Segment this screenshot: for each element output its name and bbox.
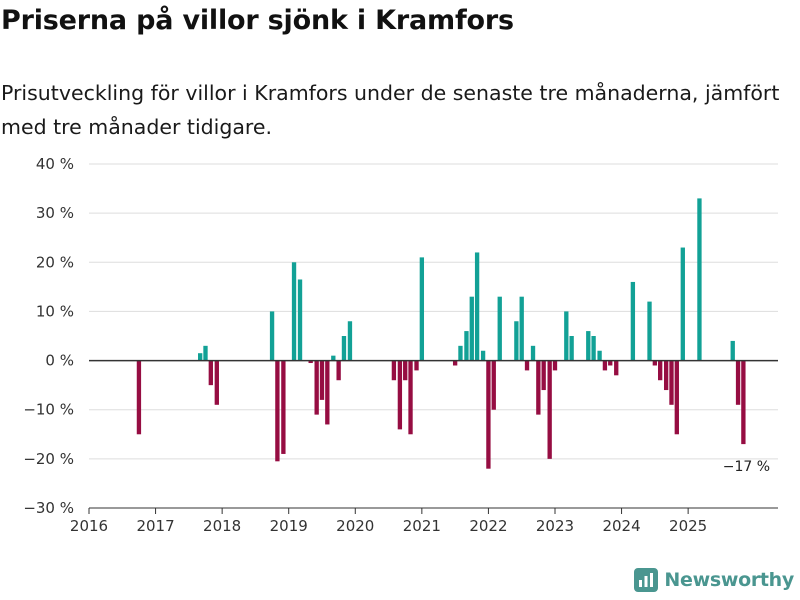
bar [480, 350, 486, 361]
bar [597, 350, 602, 361]
bar [198, 353, 203, 361]
x-tick-label: 2018 [203, 517, 241, 535]
x-tick-label: 2025 [669, 517, 707, 535]
y-axis-tick-labels: −30 % −20 % −10 % 0 % 10 % 20 % 30 % 40 % [23, 155, 74, 517]
bar [419, 257, 425, 361]
x-tick-label: 2016 [70, 517, 108, 535]
bar [669, 360, 674, 405]
newsworthy-brand: Newsworthy [634, 568, 794, 592]
bar [541, 360, 546, 391]
bar [524, 360, 530, 371]
bar [308, 360, 313, 364]
bar [663, 360, 669, 391]
bar [569, 336, 574, 361]
bar [469, 296, 474, 361]
x-tick-label: 2022 [469, 517, 507, 535]
bar [564, 311, 569, 361]
y-tick-label: 0 % [45, 352, 74, 370]
y-tick-label: −30 % [23, 499, 74, 517]
x-axis [88, 359, 778, 514]
bar [397, 360, 403, 430]
bar [408, 360, 413, 435]
bar [591, 336, 596, 361]
bar [674, 360, 679, 435]
bar [658, 360, 663, 381]
bar [680, 247, 685, 361]
bar [536, 360, 541, 415]
x-tick-label: 2023 [536, 517, 574, 535]
bar [552, 360, 558, 371]
bar [325, 360, 330, 425]
bar [497, 296, 502, 361]
bar [491, 360, 496, 410]
newsworthy-logo-icon [634, 568, 659, 592]
bar [652, 360, 658, 366]
bar [319, 360, 325, 400]
bar [347, 321, 353, 361]
bar [136, 360, 142, 435]
y-tick-label: 30 % [36, 204, 74, 222]
y-tick-label: 40 % [36, 155, 74, 173]
bar [214, 360, 219, 405]
bar [735, 360, 741, 405]
x-tick-label: 2017 [136, 517, 174, 535]
bar [269, 311, 275, 361]
chart-subtitle: Prisutveckling för villor i Kramfors und… [1, 81, 780, 139]
bar [647, 301, 652, 361]
bar [336, 360, 341, 381]
bar [602, 360, 608, 371]
bar [291, 262, 297, 361]
bar [630, 281, 636, 361]
x-axis-tick-labels: 2016 2017 2018 2019 2020 2021 2022 2023 2024 2025 [70, 517, 707, 535]
bar [414, 360, 419, 371]
bar [519, 296, 524, 361]
bar [697, 198, 702, 361]
x-tick-label: 2020 [336, 517, 374, 535]
bar [275, 360, 280, 462]
bar [464, 331, 469, 361]
bars [136, 198, 746, 469]
bar [608, 360, 613, 366]
y-tick-label: −10 % [23, 401, 74, 419]
bar [741, 360, 746, 445]
annotations: −17 % [723, 459, 770, 475]
bar [452, 360, 458, 366]
x-tick-label: 2021 [403, 517, 441, 535]
bar [474, 252, 480, 361]
bar [486, 360, 491, 469]
x-tick-label: 2024 [602, 517, 640, 535]
chart-title: Priserna på villor sjönk i Kramfors [1, 5, 514, 36]
bar [208, 360, 213, 386]
y-tick-label: −20 % [23, 450, 74, 468]
latest-value-label: −17 % [723, 459, 770, 475]
bar [203, 345, 208, 361]
bar [297, 279, 303, 361]
gridlines [89, 163, 778, 509]
y-tick-label: 10 % [36, 302, 74, 320]
bar [586, 331, 591, 361]
x-tick-label: 2019 [270, 517, 308, 535]
brand-name: Newsworthy [664, 569, 794, 591]
y-tick-label: 20 % [36, 253, 74, 271]
bar [391, 360, 397, 381]
bar [314, 360, 319, 415]
bar [614, 360, 619, 376]
bar [403, 360, 408, 381]
bar [281, 360, 286, 454]
bar [341, 336, 347, 361]
bar [547, 360, 552, 459]
bar [458, 345, 463, 361]
bar [331, 355, 336, 361]
bar [730, 340, 735, 361]
bar [530, 345, 536, 361]
bar [514, 321, 519, 361]
